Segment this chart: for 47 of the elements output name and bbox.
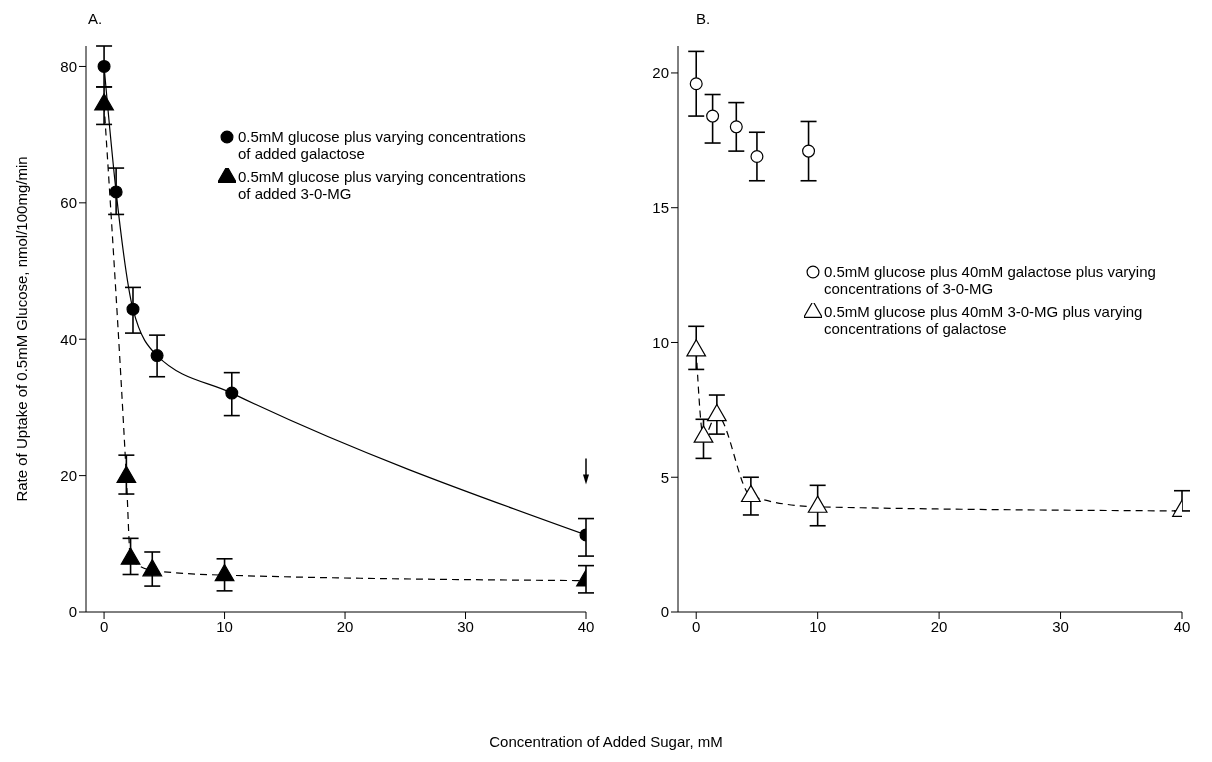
legend-label: 0.5mM glucose plus 40mM galactose plus varying concentrations of 3-0-MG <box>824 263 1157 297</box>
x-tick-label: 10 <box>809 617 827 635</box>
y-tick-label: 20 <box>60 466 77 484</box>
y-tick-label: 0 <box>660 603 669 621</box>
point <box>729 120 743 134</box>
x-tick-label: 40 <box>1173 617 1191 635</box>
y-tick-label: 40 <box>60 330 77 348</box>
y-tick-label: 20 <box>652 64 669 82</box>
chart-title: A. <box>88 10 103 27</box>
y-tick-label: 60 <box>60 194 77 212</box>
y-tick-label: 15 <box>652 199 669 217</box>
x-axis-title: Concentration of Added Sugar, mM <box>488 733 724 750</box>
y-tick-label: 0 <box>68 603 77 621</box>
y-tick-label: 80 <box>60 57 77 75</box>
x-tick-label: 30 <box>1052 617 1069 635</box>
x-tick-label: 40 <box>577 617 595 635</box>
point <box>802 144 816 158</box>
legend-label: 0.5mM glucose plus varying concentrations of added galactose <box>238 128 527 162</box>
y-tick-label: 5 <box>660 468 669 486</box>
x-tick-label: 0 <box>99 617 109 635</box>
y-axis-title: Rate of Uptake of 0.5mM Glucose, nmol/100mg/min <box>13 156 31 502</box>
point <box>693 425 714 443</box>
point <box>750 150 764 164</box>
point <box>706 109 720 123</box>
point <box>116 465 137 483</box>
x-tick-label: 30 <box>457 617 474 635</box>
point <box>214 563 235 582</box>
legend-label: 0.5mM glucose plus varying concentrations of added 3-0-MG <box>238 168 527 202</box>
point <box>689 77 703 91</box>
x-tick-label: 0 <box>692 617 701 635</box>
x-tick-label: 20 <box>930 617 948 635</box>
point <box>126 302 140 316</box>
x-tick-label: 20 <box>336 617 354 635</box>
point <box>807 495 828 513</box>
point <box>109 185 123 199</box>
legend-label: 0.5mM glucose plus 40mM 3-0-MG plus varying concentrations of galactose <box>824 303 1144 337</box>
point <box>97 59 111 73</box>
point <box>225 386 239 400</box>
chart-title: B. <box>696 10 711 27</box>
point <box>706 403 727 422</box>
point <box>150 349 164 363</box>
x-tick-label: 10 <box>216 617 233 635</box>
point <box>120 547 141 565</box>
point <box>740 484 761 503</box>
point <box>142 559 163 577</box>
y-tick-label: 10 <box>652 333 669 351</box>
point <box>686 339 707 357</box>
